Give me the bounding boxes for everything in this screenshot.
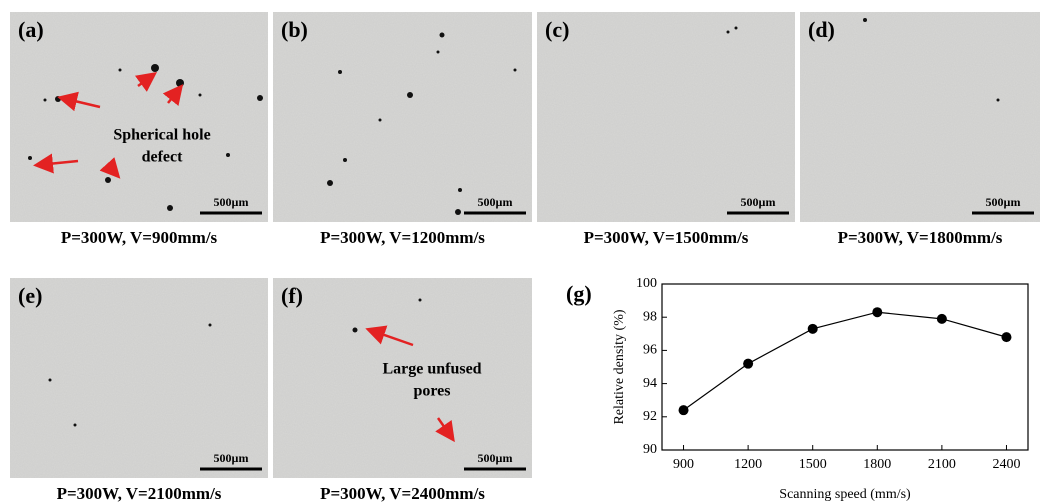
arrow (134, 72, 158, 92)
arrow (99, 157, 121, 179)
pore (338, 70, 342, 74)
pore (863, 18, 867, 22)
data-point (807, 323, 818, 334)
scale-bar-label: 500µm (214, 451, 249, 465)
pore (734, 26, 738, 30)
y-tick-label: 94 (643, 376, 657, 391)
pore (118, 68, 122, 72)
x-tick-label: 2400 (992, 457, 1020, 472)
arrow (162, 84, 184, 106)
pore (343, 158, 347, 162)
caption: P=300W, V=1500mm/s (584, 228, 749, 247)
micrograph-texture (800, 12, 1040, 222)
pore (28, 156, 32, 160)
panel-label: (b) (281, 17, 308, 42)
x-axis-label: Scanning speed (mm/s) (779, 487, 911, 502)
arrow (365, 325, 414, 347)
pore (996, 98, 1000, 102)
caption: P=300W, V=900mm/s (61, 228, 218, 247)
caption: P=300W, V=1800mm/s (838, 228, 1003, 247)
panel-label: (c) (545, 17, 569, 42)
micrograph-texture (537, 12, 795, 222)
panel-label: (d) (808, 17, 835, 42)
data-point (743, 358, 754, 369)
pore (105, 177, 111, 183)
pore (257, 95, 263, 101)
pore (458, 188, 462, 192)
pore (55, 96, 61, 102)
arrow (33, 153, 79, 174)
pore (167, 205, 173, 211)
annotation: Large unfused (382, 361, 481, 378)
x-tick-label: 2100 (928, 457, 956, 472)
y-tick-label: 98 (643, 309, 657, 324)
panel-label: (e) (18, 283, 42, 308)
pore (226, 153, 230, 157)
arrow (57, 91, 101, 112)
data-point (678, 405, 689, 416)
scale-bar-label: 500µm (741, 195, 776, 209)
annotation: Spherical hole (113, 127, 210, 144)
pore (327, 180, 333, 186)
y-tick-label: 92 (643, 409, 657, 424)
pore (407, 92, 413, 98)
y-axis-label: Relative density (%) (612, 309, 627, 424)
pore (439, 32, 445, 38)
data-point (872, 307, 883, 318)
pore (73, 423, 77, 427)
pore (378, 118, 382, 122)
pore (455, 209, 461, 215)
pore (151, 64, 159, 72)
pore (418, 298, 422, 302)
y-tick-label: 100 (636, 276, 657, 291)
micrograph-texture (10, 278, 268, 478)
x-tick-label: 1800 (863, 457, 891, 472)
x-tick-label: 900 (673, 457, 694, 472)
x-tick-label: 1200 (734, 457, 762, 472)
scale-bar-label: 500µm (986, 195, 1021, 209)
y-tick-label: 96 (643, 343, 657, 358)
scale-bar-label: 500µm (478, 195, 513, 209)
pore (208, 323, 212, 327)
plot-frame (661, 283, 1029, 451)
annotation: pores (413, 383, 450, 400)
micrograph-texture (10, 12, 268, 222)
annotation: defect (142, 149, 184, 166)
data-point (1001, 332, 1012, 343)
pore (48, 378, 52, 382)
scale-bar-label: 500µm (214, 195, 249, 209)
pore (513, 68, 517, 72)
micrograph-texture (273, 278, 532, 478)
pore (176, 79, 184, 87)
caption: P=300W, V=1200mm/s (320, 228, 485, 247)
panel-label: (g) (566, 281, 592, 306)
panel-label: (f) (281, 283, 303, 308)
panel-label: (a) (18, 17, 44, 42)
pore (43, 98, 47, 102)
pore (436, 50, 440, 54)
scale-bar-label: 500µm (478, 451, 513, 465)
pore (198, 93, 202, 97)
pore (352, 327, 358, 333)
pore (726, 30, 730, 34)
data-line (683, 311, 1007, 411)
arrow (435, 417, 455, 443)
caption: P=300W, V=2400mm/s (320, 484, 485, 503)
y-tick-label: 90 (643, 442, 657, 457)
micrograph-texture (273, 12, 532, 222)
x-tick-label: 1500 (799, 457, 827, 472)
caption: P=300W, V=2100mm/s (57, 484, 222, 503)
data-point (936, 313, 947, 324)
